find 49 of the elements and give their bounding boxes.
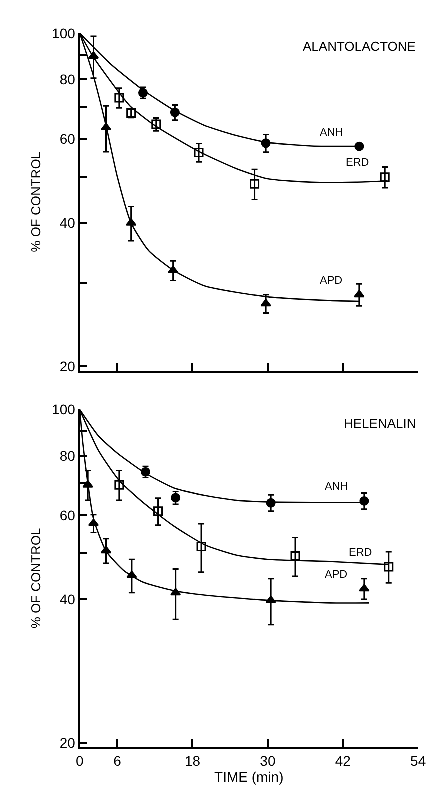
point xyxy=(114,93,124,103)
y-tick-label: 20 xyxy=(60,734,76,751)
point xyxy=(354,290,365,298)
point xyxy=(354,142,364,152)
point xyxy=(360,496,370,506)
x-tick-label: 0 xyxy=(76,752,84,769)
y-axis-title: % OF CONTROL xyxy=(28,528,44,629)
series-label: ERD xyxy=(346,157,370,169)
point xyxy=(126,570,138,578)
x-axis-title: TIME (min) xyxy=(214,768,284,785)
x-tick-label: 54 xyxy=(410,752,426,769)
point xyxy=(114,480,124,490)
point xyxy=(290,551,300,561)
point xyxy=(194,148,204,158)
y-tick-label: 100 xyxy=(52,402,76,418)
point xyxy=(152,120,162,130)
y-tick-label: 80 xyxy=(60,72,76,88)
point xyxy=(82,480,94,488)
x-tick-label: 6 xyxy=(114,752,122,769)
y-tick-label: 20 xyxy=(60,358,76,375)
point xyxy=(380,172,390,182)
point xyxy=(154,506,164,516)
series-label: ANH xyxy=(325,481,348,493)
point xyxy=(261,138,271,148)
point xyxy=(196,542,206,552)
series-label: ERD xyxy=(349,547,372,559)
y-tick-label: 40 xyxy=(60,215,76,232)
point xyxy=(170,108,180,118)
x-tick-label: 30 xyxy=(260,752,276,769)
point xyxy=(266,498,276,508)
point xyxy=(260,299,272,307)
text: HELENALIN xyxy=(344,416,416,431)
y-tick-label: 80 xyxy=(60,448,76,464)
y-axis-title: % OF CONTROL xyxy=(28,152,44,252)
y-tick-label: 100 xyxy=(52,25,76,42)
point xyxy=(384,562,394,572)
series-label: APD xyxy=(320,275,343,287)
series-label: APD xyxy=(325,569,348,581)
point xyxy=(266,596,276,604)
y-tick-label: 60 xyxy=(60,131,76,148)
point xyxy=(250,179,260,189)
point xyxy=(171,493,181,503)
y-tick-label: 40 xyxy=(60,591,76,608)
x-tick-label: 18 xyxy=(184,752,201,769)
y-tick-label: 60 xyxy=(60,507,76,524)
x-tick-label: 42 xyxy=(335,752,352,769)
text: ALANTOLACTONE xyxy=(303,39,416,54)
series-label: ANH xyxy=(320,127,344,139)
point xyxy=(359,584,370,592)
